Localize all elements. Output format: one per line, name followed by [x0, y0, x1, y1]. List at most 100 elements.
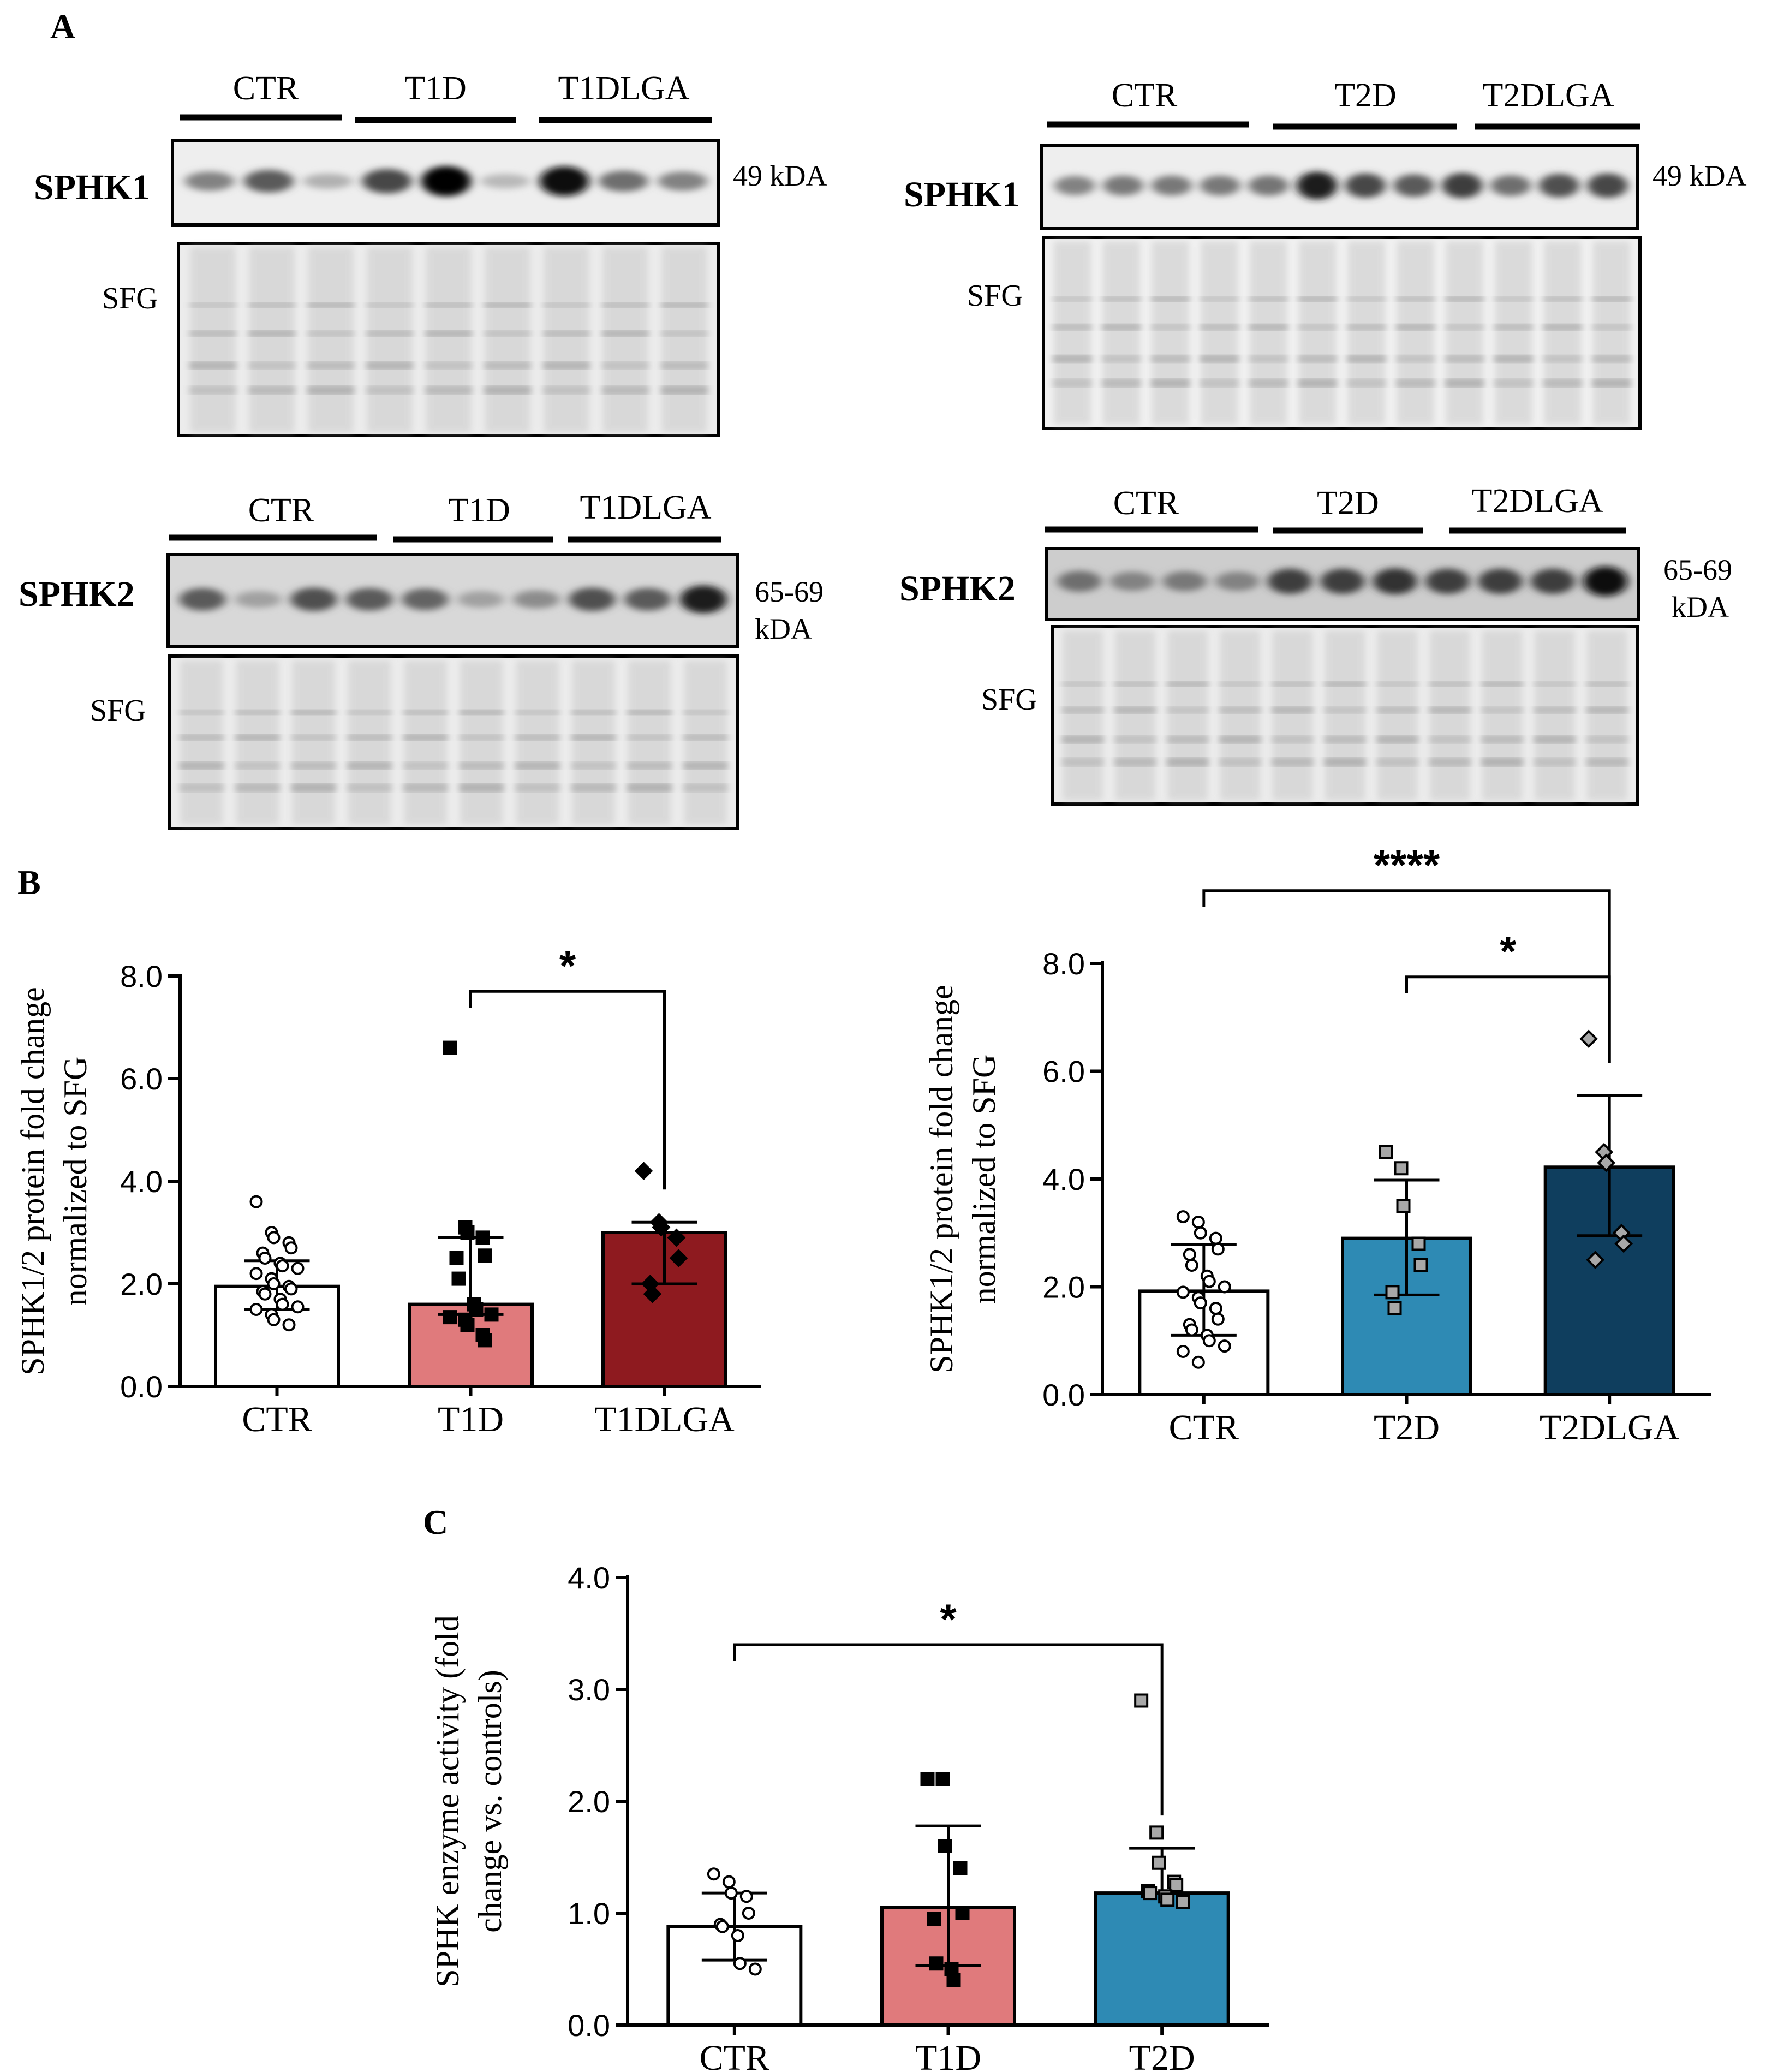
loading-band [1481, 735, 1524, 743]
blot-band [179, 588, 226, 611]
data-point [722, 1875, 736, 1889]
significance-bracket [733, 1643, 1164, 1816]
data-point [451, 1271, 466, 1286]
loading-band [1543, 296, 1583, 302]
loading-band [1298, 379, 1338, 388]
blot-band [569, 587, 616, 611]
loading-lane [460, 660, 503, 824]
loading-band [660, 386, 708, 395]
loading-band [1271, 681, 1314, 687]
loading-band [1114, 735, 1156, 743]
loading-lane [485, 247, 530, 432]
significance-label: * [940, 1595, 957, 1643]
loading-band [1592, 355, 1632, 363]
loading-band [1429, 681, 1471, 687]
significance-bracket [1405, 975, 1611, 1063]
data-point [282, 1318, 296, 1332]
y-tick-label: 2.0 [1042, 1270, 1085, 1305]
data-point [1379, 1145, 1393, 1159]
data-point [460, 1318, 475, 1332]
blot-band [1151, 175, 1192, 196]
loading-band [1298, 324, 1338, 331]
loading-band [1481, 758, 1524, 767]
loading-band [235, 734, 280, 741]
loading-band [1150, 379, 1190, 388]
loading-band [1543, 355, 1583, 363]
data-point [1579, 1029, 1598, 1049]
loading-band [601, 330, 649, 337]
loading-band [459, 783, 504, 792]
loading-band [1324, 681, 1366, 687]
blot-band [1296, 171, 1338, 200]
data-point [460, 1225, 475, 1240]
blot-band [1538, 174, 1580, 198]
data-point [267, 1231, 281, 1245]
data-point [955, 1906, 970, 1920]
blot-band [421, 166, 471, 197]
loading-band [542, 361, 590, 370]
loading-band [1150, 355, 1190, 363]
blot-group-label: T1D [448, 492, 510, 529]
data-point [1202, 1334, 1216, 1348]
data-point [953, 1861, 968, 1875]
loading-band [1494, 355, 1534, 363]
blot-sphk2-t2: CTR T2D T2DLGA SPHK2 65-69 kDA SFG [899, 483, 1732, 806]
loading-band [627, 783, 672, 792]
data-point [1385, 1285, 1400, 1300]
loading-band [1494, 296, 1534, 302]
data-point [1185, 1323, 1198, 1337]
loading-lane [1324, 630, 1365, 800]
blot-band [362, 169, 412, 194]
loading-band [515, 710, 560, 715]
loading-lane [190, 247, 236, 432]
loading-band [1592, 324, 1632, 331]
blot-band [1248, 175, 1289, 196]
loading-band [1166, 706, 1209, 713]
data-point [946, 1973, 961, 1987]
blot-protein-label: SPHK1 [904, 175, 1020, 215]
loading-lane [1347, 241, 1386, 425]
y-tick-label: 6.0 [120, 1062, 163, 1096]
loading-band [1114, 706, 1156, 713]
data-point [1202, 1275, 1216, 1288]
loading-band [1249, 355, 1288, 363]
loading-band [179, 710, 224, 715]
data-point [1387, 1301, 1402, 1315]
y-tick-label: 4.0 [120, 1164, 163, 1199]
loading-lanes [179, 660, 728, 824]
loading-band [1395, 379, 1435, 388]
loading-lane [367, 247, 413, 432]
data-point [1149, 1825, 1164, 1840]
loading-band [1249, 296, 1288, 302]
loading-band [1543, 324, 1583, 331]
data-point [249, 1267, 263, 1281]
loading-band [683, 710, 728, 715]
data-point [748, 1962, 762, 1976]
data-point [1413, 1258, 1428, 1272]
loading-band [660, 302, 708, 308]
blot-band [513, 590, 560, 609]
loading-band [1052, 324, 1092, 331]
loading-band [425, 330, 473, 337]
loading-band [1271, 758, 1314, 767]
loading-band [1376, 681, 1419, 687]
blot-size-label-1: 65-69 [755, 575, 824, 608]
blot-band [480, 174, 530, 189]
loading-band [425, 361, 473, 370]
blot-band [1425, 568, 1470, 594]
loading-band [1586, 681, 1628, 687]
data-point [669, 1249, 688, 1267]
blot-loading-label: SFG [102, 282, 158, 315]
loading-band [1200, 355, 1239, 363]
loading-band [307, 386, 355, 395]
data-point [1152, 1855, 1166, 1870]
loading-band [291, 762, 336, 770]
blot-size-label: 49 kDA [1652, 159, 1747, 192]
blot-protein-label: SPHK2 [19, 574, 135, 614]
loading-band [683, 762, 728, 770]
loading-band [571, 783, 616, 792]
blot-group-label: T2DLGA [1471, 483, 1603, 520]
loading-lane [1102, 241, 1140, 425]
loading-band [484, 361, 532, 370]
data-point [927, 1912, 941, 1926]
